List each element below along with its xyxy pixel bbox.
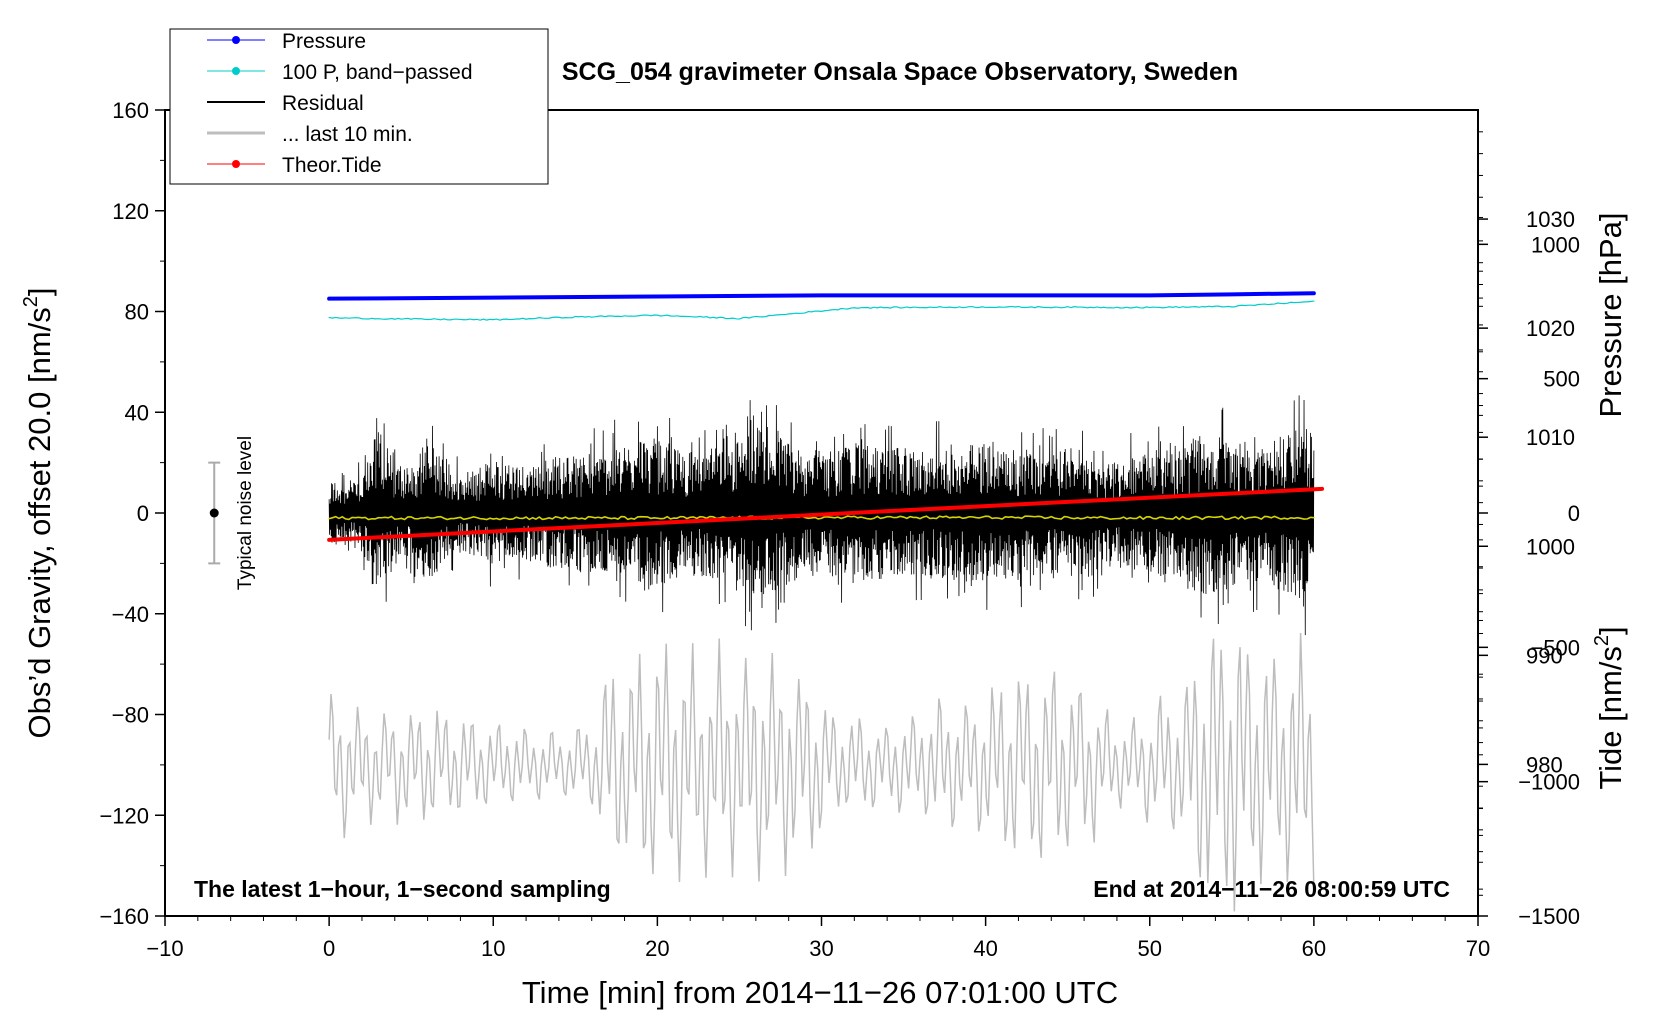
x-tick-label: 60	[1302, 936, 1326, 961]
series-residual	[328, 395, 1315, 636]
x-tick-label: 10	[481, 936, 505, 961]
tide-tick-label: 1000	[1531, 232, 1580, 257]
series-100-p-band-passed	[328, 300, 1315, 321]
series-pressure	[327, 291, 1316, 301]
tide-tick-label: −1000	[1518, 770, 1580, 795]
series-theor-tide	[327, 486, 1325, 542]
y-axis-label-sup: 2	[20, 296, 42, 307]
x-tick-label: 0	[323, 936, 335, 961]
legend-label: 100 P, band−passed	[282, 61, 473, 84]
legend-box	[169, 28, 549, 185]
pressure-tick-label: 1010	[1526, 425, 1575, 450]
legend-swatch-marker	[232, 67, 240, 75]
series-layer	[327, 291, 1325, 912]
x-axis-label: Time [min] from 2014−11−26 07:01:00 UTC	[522, 975, 1118, 1010]
x-tick-label: 50	[1138, 936, 1162, 961]
tide-tick-label: 0	[1568, 501, 1580, 526]
y-axis-label: Obs’d Gravity, offset 20.0 [nm/s2]	[20, 287, 57, 738]
y-tick-label: −120	[99, 803, 149, 828]
legend-items: Pressure 100 P, band−passed Residual ... la…	[207, 30, 473, 177]
pressure-tick-label: 980	[1526, 752, 1563, 777]
tide-tick-label: −1500	[1518, 904, 1580, 929]
tide-axis-label-main: Tide [nm/s	[1593, 646, 1628, 790]
y-tick-label: 120	[112, 199, 149, 224]
noise-indicator: Typical noise level	[208, 436, 256, 590]
chart-title: SCG_054 gravimeter Onsala Space Observat…	[562, 58, 1238, 86]
tide-axis-label: Tide [nm/s2]	[1591, 626, 1628, 789]
legend-label: Pressure	[282, 30, 366, 53]
axes-layer: −10 0 10 20 30 40 50 60 7016012080400−40−80−120−…	[99, 98, 1580, 961]
series-last-10-min	[328, 633, 1315, 912]
tide-axis-label-end: ]	[1593, 626, 1628, 635]
y-tick-label: 0	[137, 501, 149, 526]
y-axis-label-main: Obs’d Gravity, offset 20.0 [nm/s	[22, 307, 57, 738]
x-tick-label: 20	[645, 936, 669, 961]
pressure-tick-label: 1000	[1526, 534, 1575, 559]
legend: Pressure 100 P, band−passed Residual ... la…	[169, 28, 549, 185]
noise-bar-center	[209, 508, 219, 518]
legend-swatch-marker	[232, 160, 240, 168]
tide-tick-label: 500	[1543, 367, 1580, 392]
x-tick-label: 40	[973, 936, 997, 961]
y-tick-label: 40	[125, 400, 149, 425]
pressure-tick-label: 1020	[1526, 316, 1575, 341]
pressure-axis-label: Pressure [hPa]	[1593, 212, 1628, 417]
legend-label: Residual	[282, 92, 364, 115]
y-tick-label: 80	[125, 300, 149, 325]
annotation-bottom-right: End at 2014−11−26 08:00:59 UTC	[1093, 876, 1450, 902]
x-tick-label: 70	[1466, 936, 1490, 961]
legend-label: ... last 10 min.	[282, 123, 413, 146]
legend-label: Theor.Tide	[282, 154, 382, 177]
tide-axis-label-sup: 2	[1591, 635, 1613, 646]
legend-swatch-marker	[232, 36, 240, 44]
annotation-bottom-left: The latest 1−hour, 1−second sampling	[194, 876, 611, 902]
y-tick-label: −40	[112, 602, 149, 627]
x-tick-label: −10	[146, 936, 183, 961]
pressure-tick-label: 990	[1526, 643, 1563, 668]
y-tick-label: −80	[112, 703, 149, 728]
y-tick-label: −160	[99, 904, 149, 929]
pressure-tick-label: 1030	[1526, 207, 1575, 232]
y-tick-label: 160	[112, 98, 149, 123]
series-smoothed-residual	[328, 515, 1315, 521]
tide-tick-label: −500	[1530, 635, 1580, 660]
y-axis-label-end: ]	[22, 287, 57, 296]
x-tick-label: 30	[809, 936, 833, 961]
noise-label: Typical noise level	[235, 436, 256, 590]
